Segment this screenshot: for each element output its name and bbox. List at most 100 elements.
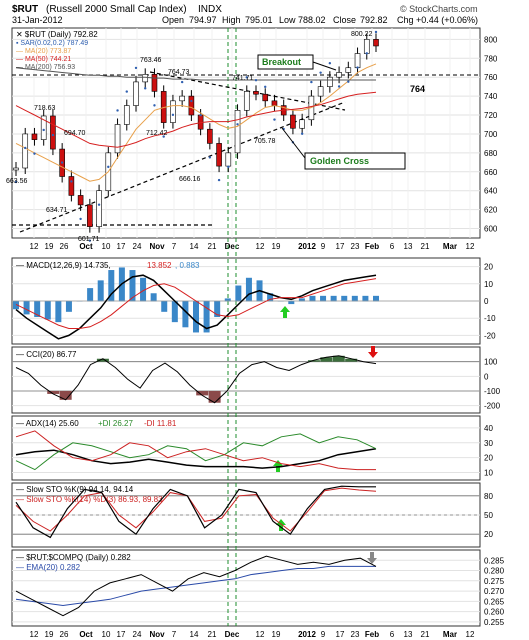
y-tick-label: 0 (484, 372, 489, 381)
cci-overbought-fill (332, 355, 345, 362)
chg-label: Chg (397, 15, 414, 25)
price-label-694: 694.70 (64, 130, 86, 137)
y-tick-label: 20 (484, 454, 493, 463)
y-tick-label: 0.255 (484, 618, 505, 627)
price-label-666: 666.16 (179, 176, 201, 183)
y-tick-label: 10 (484, 469, 493, 478)
y-tick-label: 680 (484, 149, 498, 158)
x-tick-label: 14 (190, 242, 199, 251)
price-label-718: 718.63 (34, 105, 56, 112)
macd-line (15, 274, 377, 340)
macd-histogram-bar (161, 301, 168, 312)
panel-frames (11, 27, 481, 627)
macd-histogram-bar (320, 295, 327, 302)
y-tick-label: 10 (484, 280, 493, 289)
candle-body (170, 100, 176, 123)
y-tick-label: 780 (484, 54, 498, 63)
x-tick-label: 12 (30, 630, 39, 639)
sar-dot (97, 203, 101, 206)
x-tick-label: 17 (336, 630, 345, 639)
sar-dot (153, 104, 156, 107)
y-tick-label: 0 (484, 297, 489, 306)
macd-legend-c: , 0.883 (175, 261, 200, 270)
candle-body (151, 74, 158, 92)
date-label: 31-Jan-2012 (12, 15, 63, 25)
sar-dot (319, 71, 322, 74)
y-tick-label: 760 (484, 73, 498, 82)
x-tick-label: 19 (272, 242, 281, 251)
sto-legend-2: — Slow STO %K(14) %D(3) 86.93, 89.83 (16, 495, 163, 504)
cci-legend: — CCI(20) 86.77 (16, 350, 77, 359)
y-tick-label: 0.275 (484, 577, 505, 586)
macd-histogram-bar (108, 270, 115, 302)
plus-di-line (15, 433, 377, 471)
sar-dot (374, 30, 378, 34)
candle-body (31, 133, 38, 140)
minus-di-line (15, 430, 376, 471)
macd-histogram-bar (55, 301, 62, 323)
x-tick-label: Mar (443, 630, 457, 639)
candle-body (299, 119, 305, 129)
candle-body (13, 167, 19, 171)
sar-dot (199, 114, 202, 117)
y-tick-label: 80 (484, 492, 493, 501)
sar-dot (79, 217, 82, 221)
macd-histogram-bar (23, 301, 30, 315)
x-tick-label: 2012 (298, 242, 316, 251)
chg-value: +0.44 (+0.06%) (416, 15, 478, 25)
sar-dot (190, 99, 193, 103)
cci-overbought-fill (307, 360, 320, 362)
x-tick-label: 12 (256, 630, 265, 639)
y-tick-label: 740 (484, 92, 498, 101)
candle-body (216, 143, 222, 167)
indicator-series (12, 267, 480, 617)
y-tick-label: 50 (484, 511, 493, 520)
macd-histogram-bar (341, 295, 348, 302)
sar-dot (42, 128, 45, 132)
sar-dot (217, 178, 221, 182)
macd-histogram-bar (245, 277, 252, 302)
sar-dot (365, 52, 368, 55)
candle-body (77, 195, 84, 206)
cci-oversold-fill (196, 391, 209, 396)
open-value: 794.97 (189, 15, 217, 25)
x-tick-label: 24 (133, 630, 142, 639)
sar-dot (347, 80, 350, 83)
cci-overbought-fill (320, 357, 333, 362)
close-value: 792.82 (360, 15, 388, 25)
price-label-634: 634.71 (46, 207, 68, 214)
x-tick-label: 13 (404, 630, 413, 639)
x-tick-label: 12 (30, 242, 39, 251)
y-tick-label: -200 (484, 402, 501, 411)
macd-legend-a: — MACD(12,26,9) 14.735, (16, 261, 111, 270)
x-tick-label: 6 (390, 630, 395, 639)
sto-slow-line (15, 487, 377, 532)
price-label-705: 705.78 (254, 138, 276, 145)
sar-dot (33, 152, 36, 155)
y-tick-label: -100 (484, 387, 501, 396)
x-tick-label: 7 (172, 630, 177, 639)
index-name: (Russell 2000 Small Cap Index) (46, 4, 187, 15)
y-tick-label: 660 (484, 168, 498, 177)
adx-line (15, 447, 377, 469)
candle-body (40, 115, 47, 140)
sar-dot (60, 161, 64, 164)
x-tick-label: 12 (466, 630, 475, 639)
y-tick-label: 20 (484, 530, 493, 539)
sar-dot (328, 61, 332, 65)
x-tick-label: 17 (117, 630, 126, 639)
candle-body (262, 93, 269, 102)
sar-dot (14, 180, 18, 184)
y-tick-label: 600 (484, 225, 498, 234)
x-tick-label: 26 (60, 242, 69, 251)
price-label-763: 763.46 (140, 57, 162, 64)
sar-dot (227, 165, 230, 169)
x-tick-label: 13 (404, 242, 413, 251)
candle-body (188, 95, 195, 116)
sar-dot (310, 80, 313, 84)
price-label-712: 712.42 (146, 130, 168, 137)
golden-cross-label: Golden Cross (310, 156, 369, 166)
sar-dot (273, 118, 276, 121)
